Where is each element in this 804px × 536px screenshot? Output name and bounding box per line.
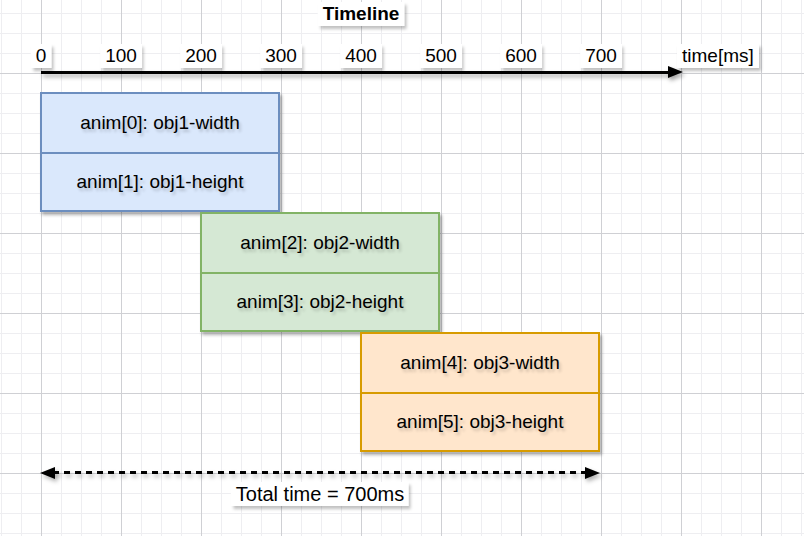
axis-tick-200: 200	[180, 44, 222, 68]
axis-arrowhead-right-icon	[668, 66, 683, 78]
time-axis-line	[41, 71, 670, 74]
anim-bar-label: anim[2]: obj2-width	[240, 232, 399, 254]
total-arrowhead-right-icon	[585, 467, 600, 479]
diagram-canvas: Timeline 0 100 200 300 400 500 600 700 t…	[0, 0, 804, 536]
anim-group-obj1[interactable]: anim[0]: obj1-width anim[1]: obj1-height	[40, 92, 280, 212]
axis-tick-400: 400	[340, 44, 382, 68]
axis-tick-0: 0	[31, 44, 52, 68]
total-time-arrow-line	[53, 471, 587, 474]
axis-unit-label: time[ms]	[677, 44, 759, 68]
anim-bar-obj1-width[interactable]: anim[0]: obj1-width	[42, 94, 278, 152]
anim-bar-label: anim[0]: obj1-width	[80, 112, 239, 134]
total-arrowhead-left-icon	[40, 467, 55, 479]
total-time-label: Total time = 700ms	[231, 482, 409, 506]
anim-bar-label: anim[4]: obj3-width	[400, 352, 559, 374]
axis-tick-100: 100	[100, 44, 142, 68]
axis-tick-600: 600	[500, 44, 542, 68]
anim-bar-obj1-height[interactable]: anim[1]: obj1-height	[42, 152, 278, 210]
anim-bar-label: anim[5]: obj3-height	[397, 411, 564, 433]
axis-tick-300: 300	[260, 44, 302, 68]
diagram-title: Timeline	[318, 2, 405, 26]
axis-tick-500: 500	[420, 44, 462, 68]
anim-group-obj3[interactable]: anim[4]: obj3-width anim[5]: obj3-height	[360, 332, 600, 452]
anim-bar-obj2-height[interactable]: anim[3]: obj2-height	[202, 272, 438, 330]
anim-bar-label: anim[3]: obj2-height	[237, 291, 404, 313]
axis-tick-700: 700	[580, 44, 622, 68]
anim-group-obj2[interactable]: anim[2]: obj2-width anim[3]: obj2-height	[200, 212, 440, 332]
anim-bar-obj3-width[interactable]: anim[4]: obj3-width	[362, 334, 598, 392]
anim-bar-obj3-height[interactable]: anim[5]: obj3-height	[362, 392, 598, 450]
anim-bar-label: anim[1]: obj1-height	[77, 171, 244, 193]
anim-bar-obj2-width[interactable]: anim[2]: obj2-width	[202, 214, 438, 272]
